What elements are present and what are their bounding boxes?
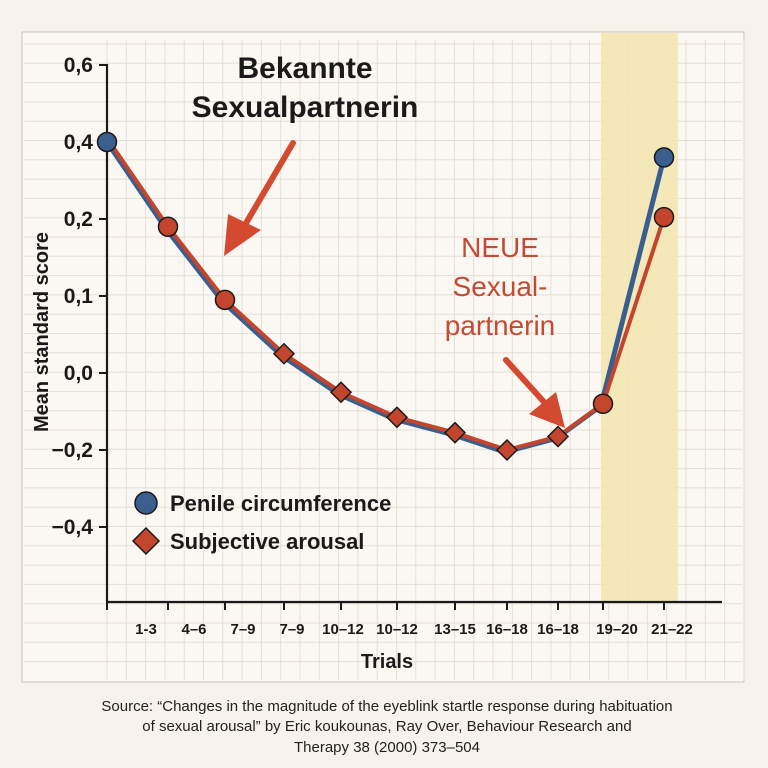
legend-label-penile: Penile circumference: [170, 491, 391, 516]
marker-subjective: [157, 216, 179, 237]
legend-label-subjective: Subjective arousal: [170, 529, 364, 554]
y-tick-label: −0,4: [52, 516, 94, 539]
axes: [105, 64, 722, 604]
y-tick-label: 0,0: [64, 362, 93, 385]
marker-subjective: [653, 206, 675, 228]
legend-marker-circle: [134, 491, 158, 515]
marker-subjective: [592, 393, 614, 415]
marker-subjective: [546, 425, 570, 448]
marker-subjective: [272, 342, 296, 365]
legend: Penile circumference Subjective arousal: [131, 491, 391, 556]
annotation-familiar-line2: Sexualpartnerin: [192, 91, 419, 124]
annotation-novel-line1: NEUE: [461, 232, 539, 263]
marker-subjective: [495, 438, 519, 462]
marker-subjective: [443, 421, 467, 444]
series-markers: [96, 131, 675, 462]
marker-subjective: [329, 381, 353, 404]
annotation-novel-line3: partnerin: [445, 310, 556, 341]
x-ticks: 1-3 4–6 7–9 7–9 10–12 10–12 13–15 16–18 16–18 19–…: [106, 602, 693, 638]
x-tick-label: 1-3: [135, 621, 157, 638]
y-axis-title: Mean standard score: [31, 232, 53, 432]
y-tick-label: 0,6: [64, 54, 93, 77]
legend-item-penile: Penile circumference: [134, 491, 391, 516]
x-tick-label: 7–9: [230, 621, 255, 638]
x-tick-label: 16–18: [486, 621, 528, 638]
y-tick-label: 0,4: [64, 131, 94, 154]
x-tick-label: 10–12: [376, 621, 418, 638]
y-ticks: 0,6 0,4 0,2 0,1 0,0 −0,2 −0,4: [52, 54, 107, 539]
annotation-familiar-arrow: [224, 140, 296, 256]
marker-subjective: [214, 289, 236, 311]
y-tick-label: 0,2: [64, 208, 93, 231]
x-tick-label: 13–15: [434, 621, 476, 638]
marker-subjective: [385, 406, 409, 429]
x-tick-label: 21–22: [651, 621, 693, 638]
x-tick-label: 7–9: [279, 621, 304, 638]
highlight-band: [601, 33, 678, 602]
x-axis-title: Trials: [361, 651, 413, 673]
legend-marker-diamond: [131, 526, 161, 556]
y-tick-label: 0,1: [64, 285, 94, 308]
source-line-2: of sexual arousal” by Eric koukounas, Ra…: [142, 718, 631, 735]
annotation-novel-arrow: [503, 357, 565, 428]
marker-penile: [96, 131, 118, 153]
annotation-novel-line2: Sexual-: [453, 271, 548, 302]
marker-penile: [653, 147, 675, 168]
x-tick-label: 10–12: [322, 621, 364, 638]
legend-item-subjective: Subjective arousal: [131, 526, 364, 556]
source-line-1: Source: “Changes in the magnitude of the…: [101, 698, 672, 715]
y-tick-label: −0,2: [52, 439, 93, 462]
x-tick-label: 19–20: [596, 621, 638, 638]
annotation-familiar-line1: Bekannte: [237, 52, 372, 85]
x-tick-label: 4–6: [181, 621, 206, 638]
source-line-3: Therapy 38 (2000) 373–504: [294, 739, 480, 756]
x-tick-label: 16–18: [537, 621, 579, 638]
